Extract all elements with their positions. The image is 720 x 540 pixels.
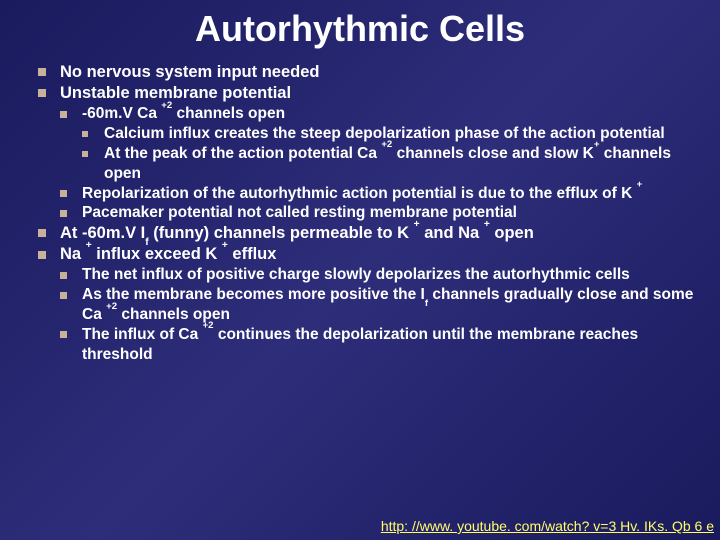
list-item: Calcium influx creates the steep depolar… (82, 124, 710, 144)
list-item: The influx of Ca +2 continues the depola… (60, 325, 710, 365)
bullet-text: influx exceed K (92, 245, 222, 263)
bullet-text: At -60m.V I (60, 224, 145, 242)
bullet-text: Repolarization of the autorhythmic actio… (82, 185, 637, 202)
superscript: + (484, 219, 490, 230)
bullet-text: (funny) channels permeable to K (149, 224, 414, 242)
bullet-text: and Na (420, 224, 484, 242)
bullet-list: No nervous system input needed Unstable … (38, 62, 710, 365)
superscript: +2 (381, 139, 392, 150)
list-item: No nervous system input needed (38, 62, 710, 83)
list-item: Unstable membrane potential -60m.V Ca +2… (38, 83, 710, 223)
bullet-text: channels close and slow K (392, 145, 594, 162)
list-item: The net influx of positive charge slowly… (60, 265, 710, 285)
list-item: Repolarization of the autorhythmic actio… (60, 184, 710, 204)
subscript: f (425, 298, 428, 309)
page-title: Autorhythmic Cells (0, 0, 720, 62)
superscript: +2 (106, 301, 117, 312)
bullet-text: -60m.V Ca (82, 105, 161, 122)
superscript: + (86, 240, 92, 251)
bullet-text: open (490, 224, 534, 242)
superscript: + (222, 240, 228, 251)
bullet-text: channels open (172, 105, 285, 122)
youtube-link[interactable]: http: //www. youtube. com/watch? v=3 Hv.… (381, 518, 714, 534)
list-item: At the peak of the action potential Ca +… (82, 144, 710, 184)
superscript: + (594, 139, 600, 150)
list-item: As the membrane becomes more positive th… (60, 285, 710, 325)
list-item: -60m.V Ca +2 channels open Calcium influ… (60, 104, 710, 183)
superscript: +2 (203, 320, 214, 331)
bullet-text: The influx of Ca (82, 326, 203, 343)
list-item: At -60m.V If (funny) channels permeable … (38, 223, 710, 244)
bullet-text: efflux (228, 245, 277, 263)
bullet-text: Unstable membrane potential (60, 84, 291, 102)
bullet-text: Na (60, 245, 86, 263)
bullet-text: As the membrane becomes more positive th… (82, 286, 425, 303)
list-item: Pacemaker potential not called resting m… (60, 203, 710, 223)
superscript: + (414, 219, 420, 230)
superscript: +2 (161, 100, 172, 111)
superscript: + (637, 179, 643, 190)
list-item: Na + influx exceed K + efflux The net in… (38, 244, 710, 364)
content-area: No nervous system input needed Unstable … (0, 62, 720, 365)
bullet-text: At the peak of the action potential Ca (104, 145, 381, 162)
